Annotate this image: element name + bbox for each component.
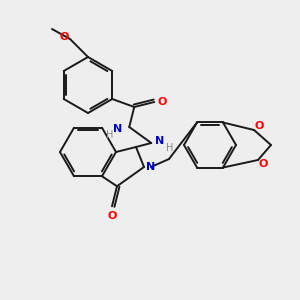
Text: N: N — [154, 136, 164, 146]
Text: O: O — [107, 211, 117, 221]
Text: N: N — [146, 162, 156, 172]
Text: O: O — [258, 159, 268, 169]
Text: H: H — [166, 143, 173, 153]
Text: N: N — [112, 124, 122, 134]
Text: H: H — [106, 130, 113, 140]
Text: O: O — [254, 121, 264, 131]
Text: O: O — [158, 97, 167, 107]
Text: O: O — [59, 32, 69, 42]
